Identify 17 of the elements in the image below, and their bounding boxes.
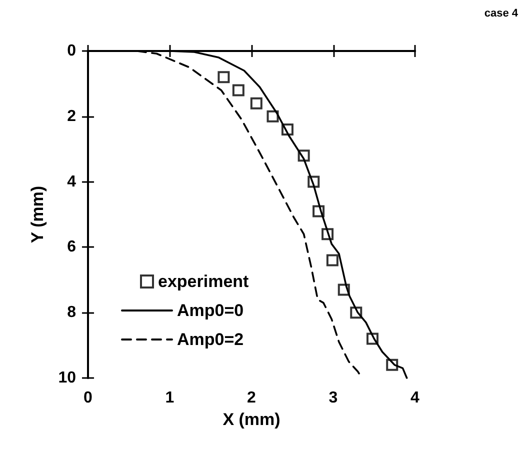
- legend-label: Amp0=0: [177, 301, 244, 320]
- x-tick-label: 4: [410, 390, 420, 406]
- y-tick-label: 0: [67, 42, 76, 60]
- x-tick-label: 3: [328, 390, 338, 406]
- legend-label: experiment: [158, 272, 250, 291]
- y-tick-label: 2: [67, 108, 76, 125]
- y-tick-label: 10: [58, 370, 76, 386]
- y-axis-title: Y (mm): [28, 186, 47, 244]
- x-tick-label: 2: [247, 390, 256, 406]
- legend-label: Amp0=2: [177, 330, 244, 349]
- x-tick-label: 0: [84, 390, 93, 406]
- y-tick-label: 8: [67, 304, 76, 322]
- y-tick-label: 6: [67, 238, 76, 256]
- x-tick-label: 1: [165, 390, 174, 406]
- y-tick-label: 4: [67, 173, 76, 190]
- x-axis-title: X (mm): [222, 410, 280, 429]
- text: case 4: [484, 8, 519, 20]
